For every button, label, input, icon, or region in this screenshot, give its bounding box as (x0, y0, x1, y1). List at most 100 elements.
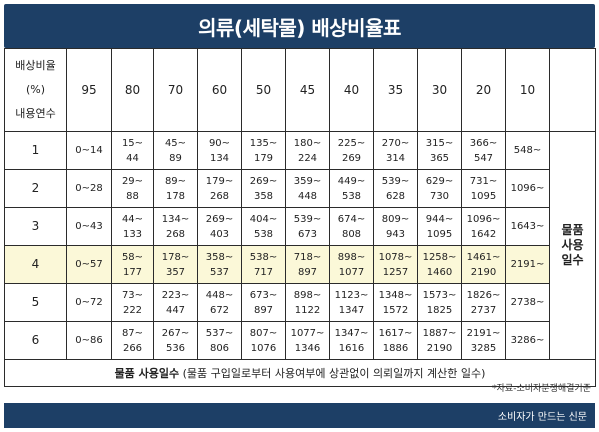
footnote-definition: (물품 구입일로부터 사용여부에 상관없이 의뢰일까지 계산한 일수) (179, 366, 486, 380)
footer-banner: 소비자가 만드는 신문 (4, 403, 595, 428)
days-range-cell: 898~ 1077 (329, 245, 374, 284)
service-life-cell: 1 (4, 131, 67, 170)
days-range-cell: 629~ 730 (417, 169, 462, 208)
days-range-cell: 404~ 538 (241, 207, 286, 246)
source-note: *자료-소비자분쟁해결기준 (492, 384, 591, 394)
days-range-cell: 0~86 (66, 321, 112, 360)
days-range-cell: 2191~ (505, 245, 550, 284)
days-range-cell: 1077~ 1346 (285, 321, 330, 360)
days-range-cell: 180~ 224 (285, 131, 330, 170)
page-title: 의류(세탁물) 배상비율표 (198, 15, 401, 40)
days-range-cell: 539~ 628 (373, 169, 418, 208)
service-life-cell: 2 (4, 169, 67, 208)
days-range-cell: 358~ 537 (197, 245, 242, 284)
days-range-cell: 1096~ (505, 169, 550, 208)
table-row: 4 0~57 58~ 177 178~ 357 358~ 537 538~ 717 718~… (4, 245, 596, 284)
header-rate-cell: 40 (329, 48, 374, 132)
days-range-cell: 134~ 268 (153, 207, 198, 246)
days-range-cell: 45~ 89 (153, 131, 198, 170)
header-rate-cell: 60 (197, 48, 242, 132)
days-range-cell: 1461~ 2190 (461, 245, 506, 284)
days-range-cell: 1258~ 1460 (417, 245, 462, 284)
table-row: 5 0~72 73~ 222 223~ 447 448~ 672 673~ 897 898~… (4, 283, 596, 322)
days-range-cell: 269~ 403 (197, 207, 242, 246)
days-range-cell: 944~ 1095 (417, 207, 462, 246)
days-range-cell: 674~ 808 (329, 207, 374, 246)
table-row: 2 0~28 29~ 88 89~ 178 179~ 268 269~ 358 359~ 4… (4, 169, 596, 208)
days-range-cell: 15~ 44 (111, 131, 154, 170)
header-rate-cell: 45 (285, 48, 330, 132)
days-range-cell: 315~ 365 (417, 131, 462, 170)
header-corner-line-2: (%) (25, 83, 46, 96)
days-range-cell: 731~ 1095 (461, 169, 506, 208)
header-rate-cell: 30 (417, 48, 462, 132)
table-footnote-row: 물품 사용일수 (물품 구입일로부터 사용여부에 상관없이 의뢰일까지 계산한 … (4, 359, 596, 387)
header-corner-line-3: 내용연수 (15, 107, 56, 120)
footnote-term: 물품 사용일수 (114, 366, 180, 380)
service-life-cell: 5 (4, 283, 67, 322)
table-row: 1 0~14 15~ 44 45~ 89 90~ 134 135~ 179 180~ 224… (4, 131, 596, 360)
days-range-cell: 90~ 134 (197, 131, 242, 170)
title-banner: 의류(세탁물) 배상비율표 (4, 4, 595, 48)
service-life-cell: 3 (4, 207, 67, 246)
days-range-cell: 1887~ 2190 (417, 321, 462, 360)
days-range-cell: 449~ 538 (329, 169, 374, 208)
header-rate-cell: 35 (373, 48, 418, 132)
days-range-cell: 0~28 (66, 169, 112, 208)
compensation-rate-table: 배상비율 (%) 내용연수 95 80 70 60 50 45 40 35 30 20 10 1 0~… (4, 48, 596, 387)
days-range-cell: 718~ 897 (285, 245, 330, 284)
days-range-cell: 29~ 88 (111, 169, 154, 208)
days-range-cell: 44~ 133 (111, 207, 154, 246)
days-range-cell: 1347~ 1616 (329, 321, 374, 360)
days-range-cell: 135~ 179 (241, 131, 286, 170)
days-range-cell: 548~ (505, 131, 550, 170)
header-corner-line-1: 배상비율 (15, 59, 56, 72)
days-range-cell: 366~ 547 (461, 131, 506, 170)
footer-text: 소비자가 만드는 신문 (497, 412, 587, 423)
days-range-cell: 1643~ (505, 207, 550, 246)
days-range-cell: 0~57 (66, 245, 112, 284)
days-range-cell: 269~ 358 (241, 169, 286, 208)
days-range-cell: 178~ 357 (153, 245, 198, 284)
days-range-cell: 898~ 1122 (285, 283, 330, 322)
usage-days-side-text: 물품사용일수 (561, 223, 584, 267)
days-range-cell: 1123~ 1347 (329, 283, 374, 322)
table-row: 6 0~86 87~ 266 267~ 536 537~ 806 807~ 1076 107… (4, 321, 596, 360)
days-range-cell: 807~ 1076 (241, 321, 286, 360)
days-range-cell: 359~ 448 (285, 169, 330, 208)
days-range-cell: 1096~ 1642 (461, 207, 506, 246)
days-range-cell: 0~43 (66, 207, 112, 246)
days-range-cell: 673~ 897 (241, 283, 286, 322)
days-range-cell: 809~ 943 (373, 207, 418, 246)
days-range-cell: 223~ 447 (153, 283, 198, 322)
days-range-cell: 1348~ 1572 (373, 283, 418, 322)
usage-days-side-label: 물품사용일수 (549, 131, 596, 360)
header-rate-cell: 20 (461, 48, 506, 132)
days-range-cell: 1617~ 1886 (373, 321, 418, 360)
days-range-cell: 267~ 536 (153, 321, 198, 360)
service-life-cell: 6 (4, 321, 67, 360)
days-range-cell: 1573~ 1825 (417, 283, 462, 322)
header-empty-cell (549, 48, 596, 132)
days-range-cell: 3286~ (505, 321, 550, 360)
days-range-cell: 2738~ (505, 283, 550, 322)
service-life-cell: 4 (4, 245, 67, 284)
table-row: 3 0~43 44~ 133 134~ 268 269~ 403 404~ 538 539~… (4, 207, 596, 246)
days-range-cell: 58~ 177 (111, 245, 154, 284)
footnote-cell: 물품 사용일수 (물품 구입일로부터 사용여부에 상관없이 의뢰일까지 계산한 … (4, 359, 596, 387)
days-range-cell: 73~ 222 (111, 283, 154, 322)
header-rate-cell: 10 (505, 48, 550, 132)
header-corner-cell: 배상비율 (%) 내용연수 (4, 48, 67, 132)
days-range-cell: 0~14 (66, 131, 112, 170)
days-range-cell: 87~ 266 (111, 321, 154, 360)
days-range-cell: 537~ 806 (197, 321, 242, 360)
header-rate-cell: 95 (66, 48, 112, 132)
days-range-cell: 1826~ 2737 (461, 283, 506, 322)
header-rate-cell: 80 (111, 48, 154, 132)
days-range-cell: 538~ 717 (241, 245, 286, 284)
table-header-row: 배상비율 (%) 내용연수 95 80 70 60 50 45 40 35 30 20 10 (4, 48, 596, 132)
days-range-cell: 2191~ 3285 (461, 321, 506, 360)
header-rate-cell: 70 (153, 48, 198, 132)
days-range-cell: 1078~ 1257 (373, 245, 418, 284)
